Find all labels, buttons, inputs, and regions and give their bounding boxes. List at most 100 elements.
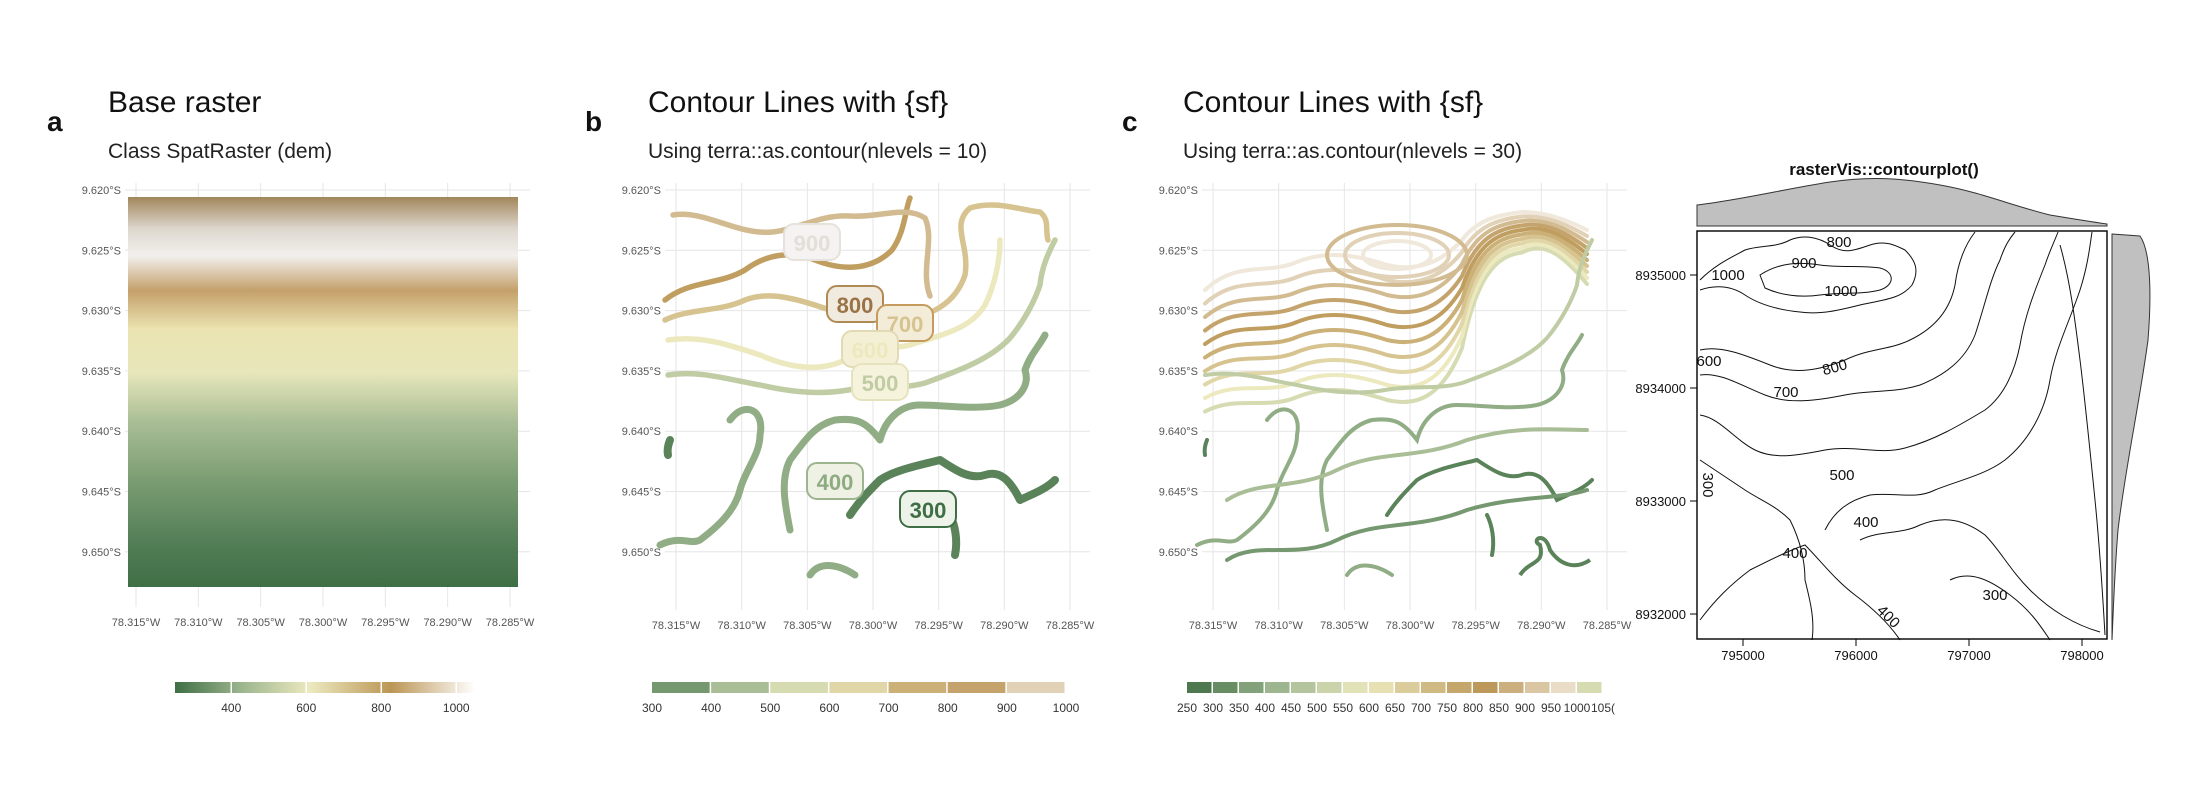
- x-tick-label: 798000: [2060, 648, 2103, 663]
- y-tick-label: 9.645°S: [622, 487, 661, 499]
- contour-label-text: 800: [837, 293, 874, 318]
- contour-label: 800: [1821, 356, 1850, 379]
- contour-label-text: 300: [910, 498, 947, 523]
- contour-line-800: [1203, 226, 1589, 346]
- y-tick-label: 8935000: [1635, 268, 1686, 283]
- contour-label-box: [806, 462, 864, 500]
- legend-swatch: [1213, 682, 1238, 693]
- legend-tick-label: 105(: [1591, 701, 1615, 715]
- legend-colorbar: [175, 682, 475, 693]
- y-tick-label: 9.630°S: [82, 306, 121, 318]
- contour-line: [1824, 231, 2093, 531]
- contour-line: [2059, 244, 2106, 636]
- contour-label: 300: [1982, 587, 2007, 604]
- legend-swatch: [829, 682, 888, 693]
- legend-a: 400 600 800 1000: [175, 682, 475, 715]
- contour-line-900: [670, 209, 933, 299]
- x-tick-label: 78.290°W: [423, 617, 472, 629]
- y-tick-label: 9.630°S: [1159, 306, 1198, 318]
- contour-line: [1699, 231, 2059, 457]
- panel-a: a Base raster Class SpatRaster (dem) 78.…: [47, 86, 535, 715]
- legend-swatch: [1187, 682, 1212, 693]
- contour-label: 1000: [1824, 283, 1857, 300]
- contour-line-500: [1203, 238, 1594, 395]
- x-tick-label: 78.305°W: [1320, 620, 1369, 632]
- x-tick-label: 78.300°W: [1386, 620, 1435, 632]
- x-tick-label: 78.315°W: [112, 617, 161, 629]
- legend-tick-label: 1000: [1053, 701, 1080, 715]
- contour-label-text: 400: [817, 470, 854, 495]
- legend-tick-label: 300: [1203, 701, 1223, 715]
- contour-line: [1699, 236, 1917, 314]
- legend-swatch: [1577, 682, 1602, 693]
- marginal-density-right: [2111, 233, 2151, 641]
- panel-b-subtitle: Using terra::as.contour(nlevels = 10): [648, 140, 987, 163]
- x-tick-label: 78.315°W: [1189, 620, 1238, 632]
- x-tick-label: 78.315°W: [652, 620, 701, 632]
- contour-line-400: [780, 331, 1049, 534]
- contour-line-950: [1203, 214, 1589, 306]
- y-tick-label: 9.625°S: [82, 245, 121, 257]
- panel-b-title: Contour Lines with {sf}: [648, 86, 948, 119]
- legend-tick-label: 950: [1541, 701, 1561, 715]
- legend-swatch: [1551, 682, 1576, 693]
- panel-c-title: Contour Lines with {sf}: [1183, 86, 1483, 119]
- axis-a: 78.315°W 78.310°W 78.305°W 78.300°W 78.295°W…: [82, 185, 535, 629]
- x-tick-label: 78.310°W: [174, 617, 223, 629]
- x-tick-label: 78.285°W: [486, 617, 535, 629]
- y-tick-label: 9.640°S: [622, 426, 661, 438]
- legend-tick-label: 600: [819, 701, 839, 715]
- contour-line-850: [1203, 222, 1589, 333]
- legend-swatch: [711, 682, 769, 693]
- contour-line-400: [656, 405, 765, 549]
- contour-label: 700: [1773, 384, 1798, 401]
- contour-label: 800: [1826, 234, 1851, 251]
- panel-tag-b: b: [585, 106, 602, 137]
- contour-label-box: [783, 223, 841, 261]
- y-tick-label: 9.650°S: [1159, 547, 1198, 559]
- contour-label: 900: [1791, 255, 1816, 272]
- contour-line-600: [1203, 242, 1589, 400]
- contour-line-300: [1202, 438, 1209, 457]
- legend-tick-label: 400: [221, 701, 241, 715]
- contour-line-400: [1319, 333, 1584, 532]
- contour-label-900: 900: [783, 223, 841, 261]
- contour-label-text: 900: [794, 231, 831, 256]
- legend-tick-label: 900: [1515, 701, 1535, 715]
- legend-tick-label: 300: [642, 701, 662, 715]
- x-tick-label: 78.305°W: [236, 617, 285, 629]
- panel-c: c Contour Lines with {sf} Using terra::a…: [1122, 86, 1632, 715]
- legend-tick-label: 1000: [443, 701, 470, 715]
- legend-tick-label: 550: [1333, 701, 1353, 715]
- x-tick-label: 78.300°W: [849, 620, 898, 632]
- contour-line-300: [663, 436, 674, 459]
- contour-line: [1949, 575, 2051, 641]
- contour-line-900: [1203, 218, 1589, 319]
- legend-swatch: [1006, 682, 1065, 693]
- base-raster-image: [128, 197, 518, 587]
- legend-tick-label: 800: [371, 701, 391, 715]
- contour-label: 400: [1853, 514, 1878, 531]
- legend-tick-label: 800: [938, 701, 958, 715]
- contour-line-750: [1203, 230, 1589, 360]
- x-tick-label: 78.295°W: [914, 620, 963, 632]
- legend-tick-label: 600: [296, 701, 316, 715]
- panel-d-title: rasterVis::contourplot(): [1789, 160, 1979, 179]
- x-tick-label: 78.290°W: [980, 620, 1029, 632]
- legend-swatch: [888, 682, 947, 693]
- contour-line-400: [1195, 407, 1300, 547]
- x-tick-label: 78.290°W: [1517, 620, 1566, 632]
- panel-a-subtitle: Class SpatRaster (dem): [108, 140, 332, 163]
- legend-swatch: [1291, 682, 1316, 693]
- contour-line-550: [1203, 246, 1589, 414]
- contour-lines-d: [1699, 231, 2106, 641]
- contour-label-box: [899, 490, 957, 528]
- x-tick-label: 78.305°W: [783, 620, 832, 632]
- y-tick-label: 9.620°S: [1159, 185, 1198, 197]
- contour-line-700: [662, 202, 1051, 324]
- contour-line-300: [1518, 536, 1592, 577]
- legend-tick-label: 1000: [1564, 701, 1591, 715]
- y-tick-label: 9.650°S: [82, 547, 121, 559]
- x-tick-label: 78.295°W: [1451, 620, 1500, 632]
- panel-b: b Contour Lines with {sf} Using terra::a…: [585, 86, 1095, 715]
